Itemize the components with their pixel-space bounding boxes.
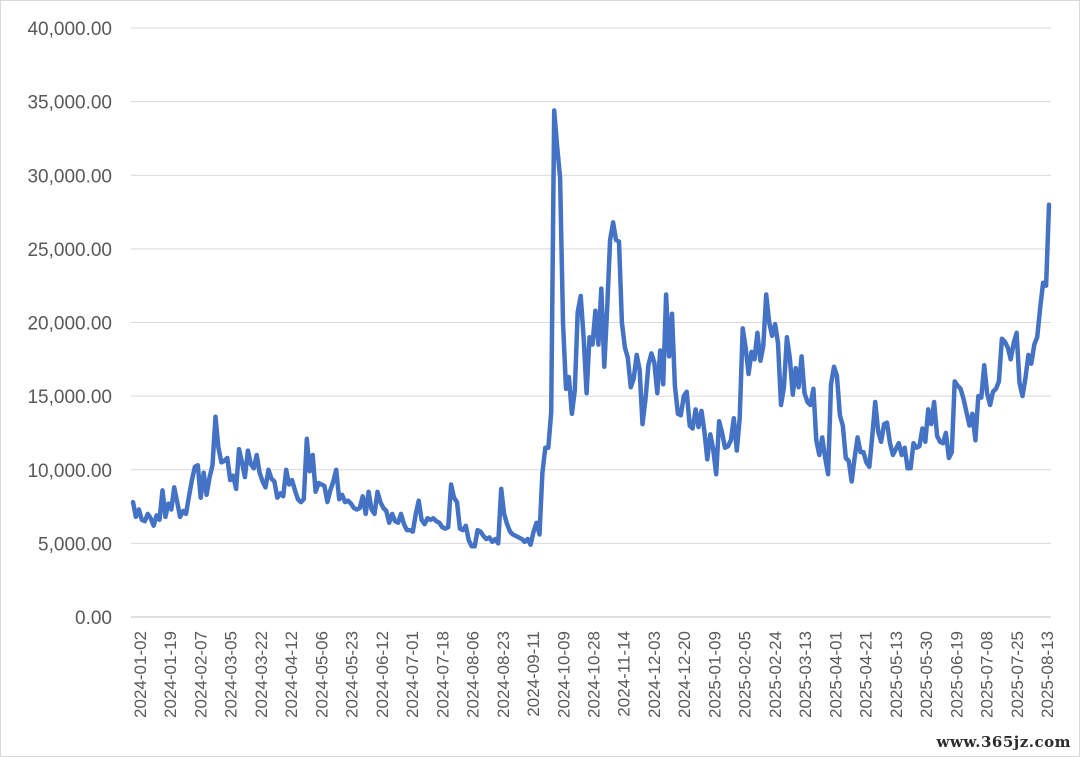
x-tick-label: 2024-09-11 (524, 631, 543, 717)
x-axis-ticks: 2024-01-02 2024-01-19 2024-02-07 2024-03-05… (131, 631, 1057, 718)
y-tick-label: 35,000.00 (27, 93, 112, 114)
x-tick-label: 2025-05-13 (887, 631, 906, 718)
y-tick-label: 15,000.00 (27, 387, 112, 408)
x-tick-label: 2024-02-07 (192, 631, 211, 718)
x-tick-label: 2025-06-19 (947, 631, 966, 718)
x-tick-label: 2025-08-13 (1038, 631, 1057, 718)
x-tick-label: 2024-07-01 (403, 631, 422, 718)
x-tick-label: 2024-10-28 (585, 631, 604, 718)
x-tick-label: 2025-03-13 (796, 631, 815, 718)
gridlines (131, 27, 1051, 618)
x-tick-label: 2025-05-30 (917, 631, 936, 718)
x-tick-label: 2025-04-01 (826, 631, 845, 718)
x-tick-label: 2025-07-08 (978, 631, 997, 718)
x-tick-label: 2024-07-18 (433, 631, 452, 718)
watermark-text: www.365jz.com (933, 733, 1074, 751)
y-tick-label: 25,000.00 (27, 240, 112, 261)
x-tick-label: 2024-11-14 (615, 631, 634, 717)
series-line (130, 108, 1052, 549)
x-tick-label: 2024-08-23 (494, 631, 513, 718)
x-tick-label: 2024-12-03 (645, 631, 664, 718)
y-axis-ticks: 0.00 5,000.00 10,000.00 15,000.00 20,000.00 2… (27, 19, 112, 629)
x-tick-label: 2024-01-02 (131, 631, 150, 718)
x-tick-label: 2024-03-22 (252, 631, 271, 718)
series-layer (130, 108, 1052, 549)
x-tick-label: 2024-01-19 (161, 631, 180, 718)
x-tick-label: 2024-05-23 (343, 631, 362, 718)
x-tick-label: 2025-02-05 (736, 631, 755, 718)
x-tick-label: 2024-03-05 (222, 631, 241, 718)
x-tick-label: 2024-12-20 (675, 631, 694, 718)
y-tick-label: 30,000.00 (27, 166, 112, 187)
y-tick-label: 20,000.00 (27, 314, 112, 335)
x-tick-label: 2024-06-12 (373, 631, 392, 718)
y-tick-label: 10,000.00 (27, 461, 112, 482)
x-tick-label: 2024-04-12 (282, 631, 301, 718)
y-tick-label: 40,000.00 (27, 19, 112, 40)
x-tick-label: 2025-04-21 (857, 631, 876, 718)
x-tick-label: 2024-05-06 (312, 631, 331, 718)
x-tick-label: 2025-07-25 (1008, 631, 1027, 718)
x-tick-label: 2025-02-24 (766, 631, 785, 718)
x-tick-label: 2024-10-09 (554, 631, 573, 718)
y-tick-label: 5,000.00 (38, 534, 112, 555)
y-tick-label: 0.00 (75, 608, 112, 629)
x-tick-label: 2024-08-06 (464, 631, 483, 718)
x-tick-label: 2025-01-09 (705, 631, 724, 718)
